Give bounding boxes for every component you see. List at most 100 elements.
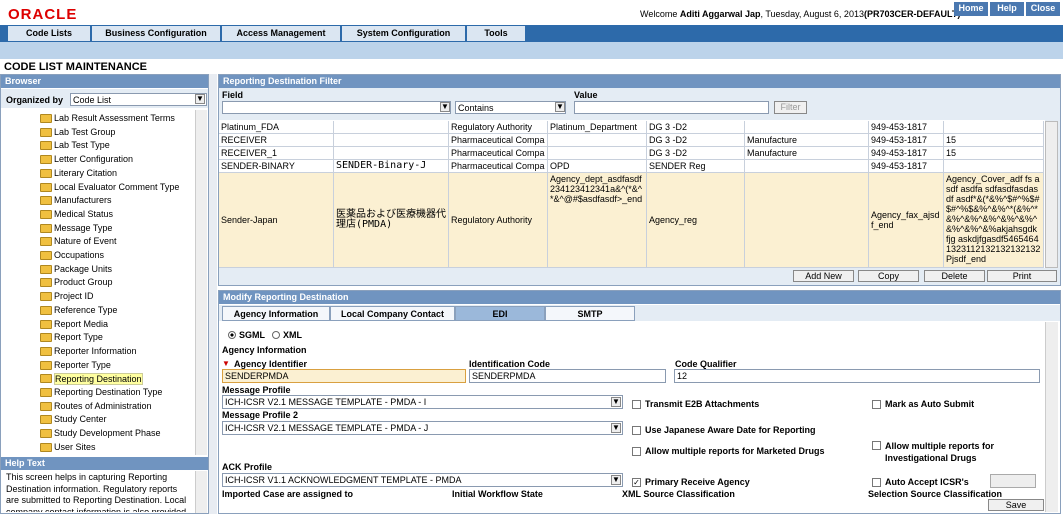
table-cell[interactable]: Manufacture (745, 134, 869, 147)
nav-tab[interactable]: Code Lists (8, 26, 90, 41)
table-cell[interactable] (944, 160, 1044, 173)
table-cell[interactable] (334, 147, 449, 160)
tree-item[interactable]: Reporter Information (54, 345, 137, 356)
table-cell[interactable]: Regulatory Authority (449, 173, 548, 268)
table-cell[interactable]: OPD (548, 160, 647, 173)
nav-tab[interactable]: System Configuration (342, 26, 465, 41)
table-cell[interactable]: Platinum_FDA (219, 121, 334, 134)
table-button[interactable]: Delete (924, 270, 985, 282)
tree-item[interactable]: Routes of Administration (54, 400, 152, 411)
tree-item[interactable]: Lab Test Group (54, 126, 116, 137)
table-cell[interactable]: Pharmaceutical Company (449, 147, 548, 160)
tree-item[interactable]: Report Type (54, 332, 103, 343)
dropdown-arrow[interactable]: ▼ (611, 475, 621, 485)
table-cell[interactable] (944, 121, 1044, 134)
header-link[interactable]: Help (990, 2, 1024, 16)
table-cell[interactable]: Pharmaceutical Company (449, 134, 548, 147)
qualifier-input[interactable]: 12 (674, 369, 1040, 383)
profile2-select[interactable]: ICH-ICSR V2.1 MESSAGE TEMPLATE - PMDA - … (222, 421, 623, 435)
profile-select[interactable]: ICH-ICSR V2.1 MESSAGE TEMPLATE - PMDA - … (222, 395, 623, 409)
table-cell[interactable]: 15 (944, 147, 1044, 160)
table-cell[interactable]: Sender-Japan (219, 173, 334, 268)
table-cell[interactable]: DG 3 -D2 (647, 134, 745, 147)
dropdown-arrow[interactable]: ▼ (555, 102, 565, 112)
dropdown-arrow[interactable]: ▼ (611, 397, 621, 407)
tree-item[interactable]: Study Center (54, 414, 107, 425)
ack-select[interactable]: ICH-ICSR V1.1 ACKNOWLEDGMENT TEMPLATE - … (222, 473, 623, 487)
form-tab[interactable]: SMTP (545, 306, 635, 321)
table-cell[interactable]: SENDER-Binary-J (334, 160, 449, 173)
tree-item[interactable]: Reporting Destination Type (54, 387, 163, 397)
header-link[interactable]: Home (954, 2, 988, 16)
tree-item[interactable]: Manufacturers (54, 195, 112, 206)
table-cell[interactable]: Pharmaceutical Company (449, 160, 548, 173)
save-button[interactable]: Save (988, 499, 1044, 511)
table-cell[interactable]: 医薬品および医療機器代理店(PMDA) (334, 173, 449, 268)
tree-item[interactable]: Product Group (54, 277, 113, 288)
table-cell[interactable]: SENDER-BINARY (219, 160, 334, 173)
dropdown-arrow[interactable]: ▼ (611, 423, 621, 433)
tree-item[interactable]: Reference Type (54, 304, 118, 315)
table-cell[interactable]: Regulatory Authority (449, 121, 548, 134)
agency-id-input[interactable]: SENDERPMDA (222, 369, 466, 383)
tree-item[interactable]: Nature of Event (54, 236, 117, 247)
radio[interactable] (272, 331, 280, 339)
tree-item[interactable]: Reporting Destination (54, 373, 143, 386)
nav-tab[interactable]: Business Configuration (92, 26, 220, 41)
checkbox[interactable] (632, 400, 641, 409)
organized-select[interactable]: Code List (70, 93, 207, 106)
dropdown-arrow[interactable]: ▼ (195, 94, 205, 104)
table-cell[interactable]: Agency_dept_asdfasdf234123412341a&^(*&^*… (548, 173, 647, 268)
tree-item[interactable]: Project ID (54, 291, 94, 302)
value-input[interactable] (574, 101, 769, 114)
form-tab[interactable]: Agency Information (222, 306, 330, 321)
tree-item[interactable]: User Sites (54, 441, 96, 452)
table-cell[interactable]: 15 (944, 134, 1044, 147)
nav-tab[interactable]: Access Management (222, 26, 340, 41)
table-cell[interactable]: 949-453-1817 (869, 134, 944, 147)
tree-item[interactable]: Occupations (54, 250, 105, 260)
table-cell[interactable] (745, 121, 869, 134)
table-cell[interactable] (334, 121, 449, 134)
table-cell[interactable]: SENDER Reg (647, 160, 745, 173)
table-cell[interactable] (548, 134, 647, 147)
tree-item[interactable]: Local Evaluator Comment Type (54, 181, 180, 192)
table-cell[interactable]: 949-453-1817 (869, 121, 944, 134)
id-code-input[interactable]: SENDERPMDA (469, 369, 666, 383)
table-button[interactable]: Print (987, 270, 1057, 282)
tree-item[interactable]: Package Units (54, 263, 113, 274)
table-button[interactable]: Add New (793, 270, 854, 282)
tree-item[interactable]: Reporter Type (54, 359, 111, 370)
tree-item[interactable]: Letter Configuration (54, 154, 134, 165)
checkbox[interactable] (632, 426, 641, 435)
filter-button[interactable]: Filter (774, 101, 807, 114)
field-select[interactable] (222, 101, 451, 114)
checkbox[interactable] (632, 447, 641, 456)
tree-item[interactable]: Message Type (54, 222, 113, 233)
tree-item[interactable]: Lab Test Type (54, 140, 110, 151)
checkbox[interactable] (872, 478, 881, 487)
table-cell[interactable]: RECEIVER (219, 134, 334, 147)
table-cell[interactable]: Manufacture (745, 147, 869, 160)
tree-item[interactable]: Study Development Phase (54, 428, 161, 439)
table-cell[interactable] (745, 173, 869, 268)
table-cell[interactable]: 949-453-1817 (869, 147, 944, 160)
tree-item[interactable]: Medical Status (54, 208, 114, 219)
table-button[interactable]: Copy (858, 270, 919, 282)
dropdown-arrow[interactable]: ▼ (440, 102, 450, 112)
radio[interactable] (228, 331, 236, 339)
form-tab[interactable]: Local Company Contact (330, 306, 455, 321)
table-cell[interactable]: Agency_fax_ajsdf_end (869, 173, 944, 268)
table-cell[interactable]: RECEIVER_1 (219, 147, 334, 160)
checkbox[interactable]: ✓ (632, 478, 641, 487)
tree-item[interactable]: Literary Citation (54, 167, 118, 178)
table-cell[interactable]: DG 3 -D2 (647, 147, 745, 160)
nav-tab[interactable]: Tools (467, 26, 525, 41)
table-cell[interactable]: Agency_reg (647, 173, 745, 268)
form-tab[interactable]: EDI (455, 306, 545, 321)
header-link[interactable]: Close (1026, 2, 1060, 16)
table-cell[interactable]: 949-453-1817 (869, 160, 944, 173)
checkbox[interactable] (872, 400, 881, 409)
table-cell[interactable] (745, 160, 869, 173)
tree-item[interactable]: Report Media (54, 318, 109, 329)
